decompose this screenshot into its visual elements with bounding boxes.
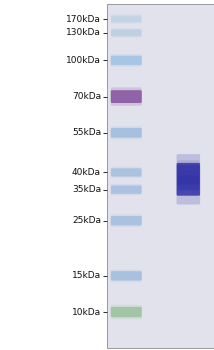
Text: 70kDa: 70kDa — [72, 92, 101, 101]
FancyBboxPatch shape — [111, 28, 141, 38]
Text: 100kDa: 100kDa — [66, 56, 101, 65]
Text: 10kDa: 10kDa — [72, 308, 101, 316]
FancyBboxPatch shape — [111, 214, 142, 227]
FancyBboxPatch shape — [111, 128, 142, 138]
FancyBboxPatch shape — [111, 184, 142, 195]
FancyBboxPatch shape — [111, 270, 142, 282]
FancyBboxPatch shape — [111, 216, 142, 225]
FancyBboxPatch shape — [177, 163, 200, 196]
FancyBboxPatch shape — [111, 186, 142, 194]
FancyBboxPatch shape — [111, 126, 142, 140]
FancyBboxPatch shape — [111, 14, 141, 24]
FancyBboxPatch shape — [177, 154, 200, 204]
FancyBboxPatch shape — [177, 165, 199, 185]
FancyBboxPatch shape — [111, 305, 142, 319]
FancyBboxPatch shape — [111, 167, 142, 178]
FancyBboxPatch shape — [111, 88, 142, 106]
FancyBboxPatch shape — [111, 15, 141, 23]
FancyBboxPatch shape — [111, 90, 142, 103]
FancyBboxPatch shape — [111, 29, 141, 36]
Text: 15kDa: 15kDa — [72, 271, 101, 280]
FancyBboxPatch shape — [111, 271, 142, 281]
Text: 130kDa: 130kDa — [66, 28, 101, 37]
Text: 35kDa: 35kDa — [72, 185, 101, 194]
Text: 170kDa: 170kDa — [66, 14, 101, 23]
FancyBboxPatch shape — [177, 160, 199, 190]
FancyBboxPatch shape — [107, 4, 214, 348]
Text: 55kDa: 55kDa — [72, 128, 101, 137]
FancyBboxPatch shape — [178, 175, 199, 190]
Text: 25kDa: 25kDa — [72, 216, 101, 225]
FancyBboxPatch shape — [111, 168, 142, 176]
FancyBboxPatch shape — [178, 172, 199, 194]
FancyBboxPatch shape — [111, 56, 142, 65]
FancyBboxPatch shape — [111, 307, 142, 317]
Text: 40kDa: 40kDa — [72, 168, 101, 177]
FancyBboxPatch shape — [111, 54, 142, 67]
